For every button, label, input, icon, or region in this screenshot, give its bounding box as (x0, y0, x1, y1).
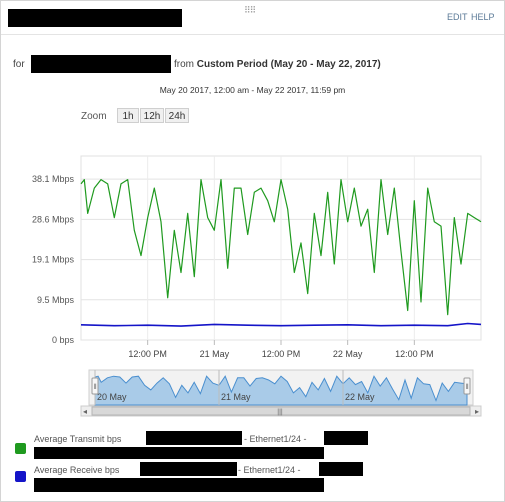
navigator-handle-right[interactable] (463, 377, 471, 395)
edit-link[interactable]: EDIT (447, 12, 468, 22)
legend-transmit-interface: - Ethernet1/24 - (244, 434, 307, 444)
redacted-legend-0 (146, 431, 242, 445)
series-line-receive (80, 322, 482, 327)
subtitle-period: from Custom Period (May 20 - May 22, 201… (174, 59, 381, 70)
zoom-12h-button[interactable]: 12h (140, 108, 164, 123)
legend-transmit-name[interactable]: Average Transmit bps (34, 434, 122, 444)
y-tick-label: 38.1 Mbps (32, 174, 75, 184)
widget-header: ⠿⠿ EDIT HELP (1, 1, 504, 35)
legend-receive-interface: - Ethernet1/24 - (238, 465, 301, 475)
scroll-left-arrow-icon[interactable]: ◂ (83, 407, 87, 416)
series-line-transmit (80, 179, 482, 316)
navigator-tick-label: 20 May (97, 392, 127, 402)
y-tick-label: 19.1 Mbps (32, 255, 75, 265)
y-tick-label: 9.5 Mbps (37, 295, 75, 305)
y-tick-label: 0 bps (52, 335, 75, 345)
x-tick-label: 12:00 PM (128, 349, 167, 359)
legend-receive-name[interactable]: Average Receive bps (34, 465, 120, 475)
x-tick-label: 12:00 PM (395, 349, 434, 359)
redacted-legend-1b (319, 462, 363, 476)
subtitle-period-value: Custom Period (May 20 - May 22, 2017) (196, 59, 381, 70)
x-tick-label: 12:00 PM (262, 349, 301, 359)
scroll-right-arrow-icon[interactable]: ▸ (475, 407, 479, 416)
navigator-tick-label: 21 May (221, 392, 251, 402)
zoom-24h-button[interactable]: 24h (165, 108, 189, 123)
redacted-legend-0c (34, 447, 324, 459)
help-link[interactable]: HELP (471, 12, 495, 22)
legend-swatch-transmit[interactable] (15, 443, 26, 454)
y-tick-label: 28.6 Mbps (32, 214, 75, 224)
scrollbar-grip: ||| (277, 409, 283, 416)
subtitle-from: from (174, 59, 194, 70)
redacted-legend-1c (34, 478, 324, 492)
scrollbar-thumb[interactable] (91, 406, 471, 416)
redacted-legend-0b (324, 431, 368, 445)
zoom-1h-button[interactable]: 1h (117, 108, 139, 123)
navigator-handle-grip: ⦀ (93, 383, 96, 391)
navigator-tick-label: 22 May (345, 392, 375, 402)
redacted-legend-1 (140, 462, 237, 476)
date-range: May 20 2017, 12:00 am - May 22 2017, 11:… (159, 85, 346, 95)
drag-grip-icon[interactable]: ⠿⠿ (244, 5, 256, 15)
zoom-label: Zoom (81, 111, 107, 122)
redacted-node-name (31, 55, 171, 73)
navigator-handle-left[interactable] (91, 377, 99, 395)
legend-swatch-receive[interactable] (15, 471, 26, 482)
x-tick-label: 21 May (200, 349, 230, 359)
navigator-handle-grip: ⦀ (465, 383, 468, 391)
subtitle-prefix: for (13, 59, 25, 70)
navigator-area (94, 375, 468, 406)
x-tick-label: 22 May (333, 349, 363, 359)
redacted-title (8, 9, 182, 27)
